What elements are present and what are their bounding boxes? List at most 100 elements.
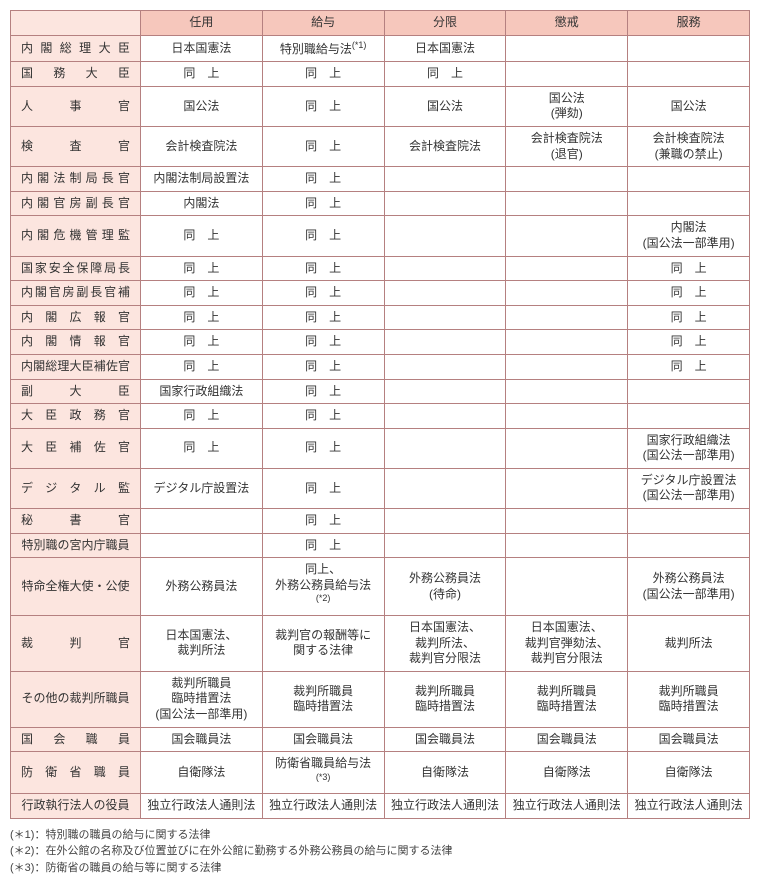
cell: 同 上 (628, 256, 750, 281)
cell: 同 上 (262, 216, 384, 256)
row-label: 人事官 (11, 86, 141, 126)
cell: 日本国憲法 (140, 35, 262, 62)
cell (506, 35, 628, 62)
cell: 国会職員法 (140, 727, 262, 752)
row-label: 国会職員 (11, 727, 141, 752)
cell (628, 404, 750, 429)
cell: 同 上 (262, 86, 384, 126)
cell (628, 62, 750, 87)
row-label: 大臣政務官 (11, 404, 141, 429)
cell (140, 509, 262, 534)
cell: 国公法 (140, 86, 262, 126)
cell (506, 305, 628, 330)
cell (384, 379, 506, 404)
cell: 裁判所職員臨時措置法 (262, 671, 384, 727)
footnote: (＊3)：防衛省の職員の給与等に関する法律 (10, 860, 750, 877)
row-label: 内閣情報官 (11, 330, 141, 355)
cell: 国会職員法 (384, 727, 506, 752)
row-label: その他の裁判所職員 (11, 671, 141, 727)
cell: 同 上 (628, 281, 750, 306)
cell: 外務公務員法 (140, 558, 262, 616)
cell: 同 上 (384, 62, 506, 87)
corner-cell (11, 11, 141, 36)
law-table: 任用 給与 分限 懲戒 服務 内閣総理大臣日本国憲法特別職給与法(*1)日本国憲… (10, 10, 750, 819)
cell (506, 404, 628, 429)
cell: 国公法(弾劾) (506, 86, 628, 126)
cell: 同 上 (262, 305, 384, 330)
footnotes: (＊1)：特別職の職員の給与に関する法律 (＊2)：在外公館の名称及び位置並びに… (10, 827, 750, 877)
cell: 同 上 (628, 305, 750, 330)
cell (506, 509, 628, 534)
cell: 内閣法(国公法一部準用) (628, 216, 750, 256)
row-label: 国家安全保障局長 (11, 256, 141, 281)
cell (384, 533, 506, 558)
cell (384, 281, 506, 306)
cell: 同 上 (140, 256, 262, 281)
cell: 自衛隊法 (384, 752, 506, 794)
table-row: 内閣法制局長官内閣法制局設置法同 上 (11, 167, 750, 192)
cell: 同 上 (262, 354, 384, 379)
cell: 同 上 (140, 62, 262, 87)
cell: 同 上 (262, 428, 384, 468)
cell: 同 上 (628, 354, 750, 379)
row-label: 内閣総理大臣 (11, 35, 141, 62)
table-row: 国務大臣同 上同 上同 上 (11, 62, 750, 87)
cell: 特別職給与法(*1) (262, 35, 384, 62)
row-label: 内閣官房副長官補 (11, 281, 141, 306)
cell: 同 上 (262, 404, 384, 429)
cell: 自衛隊法 (628, 752, 750, 794)
table-row: 大臣政務官同 上同 上 (11, 404, 750, 429)
table-body: 内閣総理大臣日本国憲法特別職給与法(*1)日本国憲法国務大臣同 上同 上同 上人… (11, 35, 750, 818)
cell (628, 533, 750, 558)
cell: 国公法 (384, 86, 506, 126)
cell: デジタル庁設置法(国公法一部準用) (628, 468, 750, 508)
cell: 同 上 (262, 330, 384, 355)
table-row: 人事官国公法同 上国公法国公法(弾劾)国公法 (11, 86, 750, 126)
cell (506, 558, 628, 616)
footnote-ref: (*3) (316, 772, 331, 782)
cell (384, 404, 506, 429)
table-row: 裁判官日本国憲法、裁判所法裁判官の報酬等に関する法律日本国憲法、裁判所法、裁判官… (11, 616, 750, 672)
cell: 同 上 (140, 216, 262, 256)
cell: 裁判官の報酬等に関する法律 (262, 616, 384, 672)
cell (628, 379, 750, 404)
cell (384, 468, 506, 508)
cell: 国会職員法 (262, 727, 384, 752)
table-row: 特命全権大使・公使外務公務員法同上、外務公務員給与法(*2)外務公務員法(待命)… (11, 558, 750, 616)
cell: 裁判所職員臨時措置法 (384, 671, 506, 727)
cell: 同 上 (140, 404, 262, 429)
row-label: デジタル監 (11, 468, 141, 508)
cell: 同 上 (140, 330, 262, 355)
cell: 国公法 (628, 86, 750, 126)
row-label: 防衛省職員 (11, 752, 141, 794)
cell: 同 上 (262, 62, 384, 87)
cell: 内閣法 (140, 191, 262, 216)
cell (384, 428, 506, 468)
cell: 外務公務員法(待命) (384, 558, 506, 616)
cell (506, 167, 628, 192)
cell: 内閣法制局設置法 (140, 167, 262, 192)
cell (628, 35, 750, 62)
cell: 国家行政組織法 (140, 379, 262, 404)
cell: 同 上 (262, 281, 384, 306)
table-row: デジタル監デジタル庁設置法同 上デジタル庁設置法(国公法一部準用) (11, 468, 750, 508)
cell (506, 281, 628, 306)
cell (506, 216, 628, 256)
cell: 会計検査院法(兼職の禁止) (628, 126, 750, 166)
row-label: 内閣危機管理監 (11, 216, 141, 256)
cell (628, 167, 750, 192)
cell (384, 191, 506, 216)
table-row: 内閣官房副長官内閣法同 上 (11, 191, 750, 216)
cell (628, 191, 750, 216)
cell: 同 上 (262, 509, 384, 534)
cell (384, 330, 506, 355)
cell: 防衛省職員給与法(*3) (262, 752, 384, 794)
row-label: 副大臣 (11, 379, 141, 404)
cell (384, 256, 506, 281)
cell: 同 上 (262, 533, 384, 558)
cell (384, 509, 506, 534)
cell: 日本国憲法 (384, 35, 506, 62)
table-row: 検査官会計検査院法同 上会計検査院法会計検査院法(退官)会計検査院法(兼職の禁止… (11, 126, 750, 166)
row-label: 特別職の宮内庁職員 (11, 533, 141, 558)
cell: 国会職員法 (628, 727, 750, 752)
